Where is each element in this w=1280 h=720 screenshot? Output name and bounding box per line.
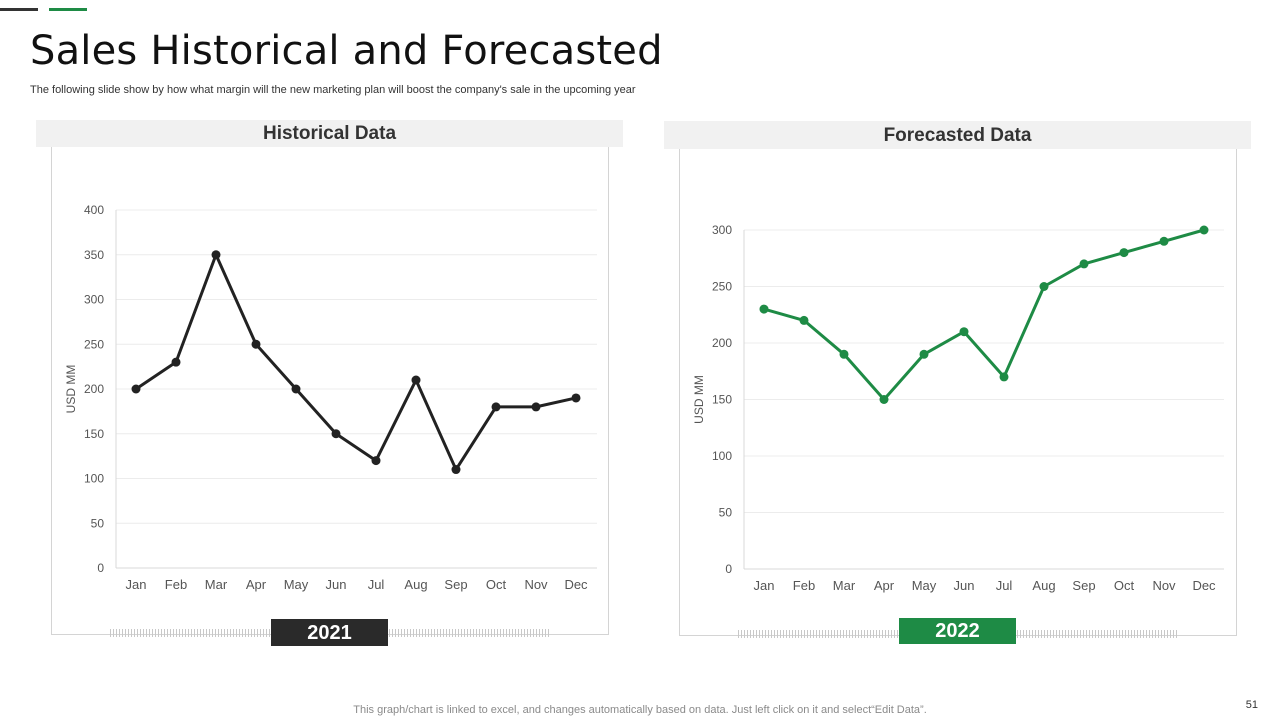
historical-x-tick-label: Aug bbox=[404, 577, 427, 592]
accent-bar-green bbox=[49, 8, 87, 11]
historical-data-point bbox=[251, 339, 261, 349]
historical-data-point bbox=[131, 384, 141, 394]
accent-bar-dark bbox=[0, 8, 38, 11]
forecasted-panel-header: Forecasted Data bbox=[664, 121, 1251, 149]
slide-title: Sales Historical and Forecasted bbox=[30, 28, 663, 74]
historical-x-tick-label: Mar bbox=[205, 577, 228, 592]
forecasted-panel-frame bbox=[679, 149, 1237, 636]
historical-x-tick-label: Sep bbox=[444, 577, 467, 592]
historical-x-tick-label: May bbox=[284, 577, 309, 592]
historical-data-point bbox=[411, 375, 421, 385]
historical-x-tick-label: Jul bbox=[368, 577, 385, 592]
historical-data-point bbox=[531, 402, 541, 412]
historical-data-point bbox=[171, 357, 181, 367]
historical-y-tick-label: 0 bbox=[97, 561, 104, 575]
historical-data-point bbox=[571, 393, 581, 403]
slide-subtitle: The following slide show by how what mar… bbox=[30, 84, 636, 96]
historical-y-tick-label: 100 bbox=[84, 472, 104, 486]
forecasted-year-badge: 2022 bbox=[899, 618, 1016, 644]
historical-x-tick-label: Apr bbox=[246, 577, 267, 592]
historical-data-point bbox=[331, 429, 341, 439]
historical-y-tick-label: 350 bbox=[84, 248, 104, 262]
footer-note: This graph/chart is linked to excel, and… bbox=[353, 704, 927, 716]
historical-y-tick-label: 150 bbox=[84, 427, 104, 441]
historical-data-point bbox=[491, 402, 501, 412]
page-number: 51 bbox=[1245, 699, 1258, 711]
historical-y-tick-label: 250 bbox=[84, 337, 104, 351]
historical-panel-header: Historical Data bbox=[36, 120, 623, 147]
historical-data-point bbox=[291, 384, 301, 394]
historical-x-tick-label: Dec bbox=[564, 577, 588, 592]
historical-line-chart[interactable]: 0 50 100 150 200 250 300 350 400 Jan Feb Mar Apr May J… bbox=[0, 0, 640, 720]
historical-x-tick-label: Nov bbox=[524, 577, 548, 592]
historical-year-badge: 2021 bbox=[271, 619, 388, 646]
historical-series-line bbox=[134, 253, 578, 472]
historical-x-tick-label: Feb bbox=[165, 577, 187, 592]
historical-y-tick-label: 200 bbox=[84, 382, 104, 396]
historical-x-tick-label: Oct bbox=[486, 577, 507, 592]
historical-x-tick-label: Jun bbox=[326, 577, 347, 592]
historical-y-tick-label: 50 bbox=[91, 516, 105, 530]
historical-data-point bbox=[211, 250, 221, 260]
historical-data-point bbox=[451, 465, 461, 475]
historical-data-point bbox=[371, 456, 381, 466]
historical-y-tick-label: 300 bbox=[84, 293, 104, 307]
historical-x-tick-label: Jan bbox=[126, 577, 147, 592]
historical-y-tick-label: 400 bbox=[84, 203, 104, 217]
historical-y-axis-label: USD MM bbox=[64, 365, 78, 414]
